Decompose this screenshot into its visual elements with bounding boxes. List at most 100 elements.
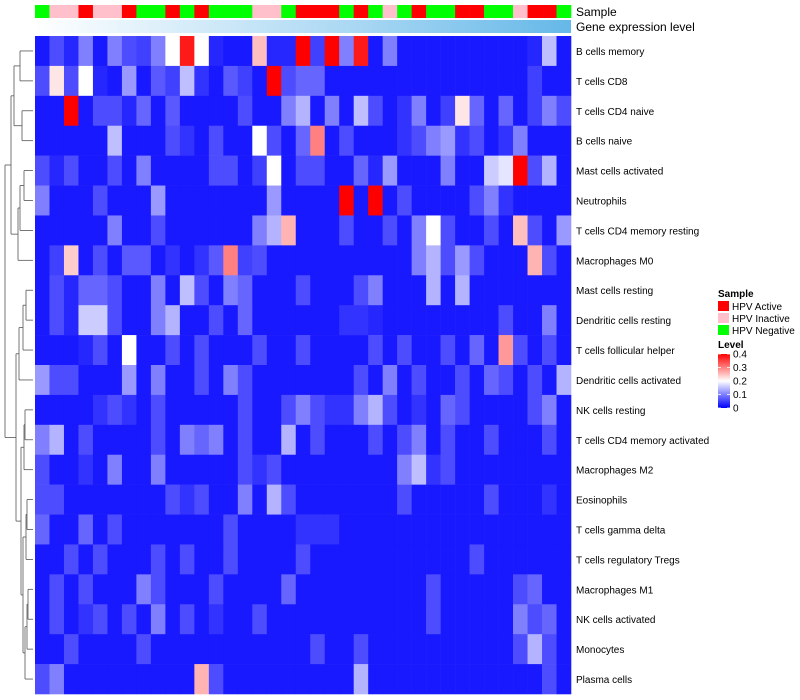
heatmap-cell [121, 365, 137, 396]
heatmap-cell [252, 544, 268, 575]
heatmap-cell [92, 36, 108, 67]
heatmap-cell [440, 664, 456, 695]
heatmap-cell [49, 634, 65, 665]
heatmap-cell [426, 335, 441, 366]
heatmap-cell [324, 365, 340, 396]
heatmap-cell [513, 125, 528, 156]
heatmap-cell [469, 305, 485, 336]
heatmap-cell [556, 544, 572, 575]
heatmap-cell [411, 305, 427, 336]
heatmap-cell [281, 365, 297, 396]
heatmap-cell [35, 305, 50, 336]
heatmap-cell [527, 95, 543, 127]
sample-annotation-cell [136, 5, 152, 18]
heatmap-cell [281, 36, 297, 67]
row-label: NK cells activated [576, 615, 655, 626]
heatmap-cell [368, 394, 383, 426]
row-label: Eosinophils [576, 496, 627, 507]
heatmap-cell [469, 604, 485, 635]
heatmap-cell [426, 65, 441, 97]
heatmap-cell [121, 604, 137, 635]
heatmap-cell [513, 664, 528, 695]
heatmap-cell [252, 275, 268, 306]
row-label: T cells regulatory Tregs [576, 555, 680, 566]
heatmap-cell [223, 664, 239, 695]
heatmap-cell [542, 634, 557, 665]
heatmap-cell [49, 215, 65, 246]
heatmap-cell [295, 574, 311, 605]
heatmap-cell [295, 155, 311, 186]
heatmap-cell [179, 65, 195, 97]
heatmap-cell [310, 95, 326, 127]
heatmap-cell [368, 305, 383, 336]
heatmap-cell [165, 95, 181, 127]
heatmap-cell [324, 454, 340, 485]
heatmap-cell [35, 335, 50, 366]
heatmap-cell [252, 484, 268, 515]
row-label: B cells naive [576, 137, 633, 148]
heatmap-cell [310, 484, 326, 515]
heatmap-cell [237, 335, 253, 366]
heatmap-cell [208, 155, 224, 186]
heatmap-cell [92, 514, 108, 545]
heatmap-cell [194, 275, 210, 306]
heatmap-cell [440, 394, 456, 426]
heatmap-cell [194, 245, 210, 276]
heatmap-cell [426, 365, 441, 396]
heatmap-cell [63, 275, 79, 306]
heatmap-cell [426, 484, 441, 515]
heatmap-cell [498, 365, 514, 396]
heatmap-cell [556, 275, 572, 306]
heatmap-cell [411, 484, 427, 515]
heatmap-cell [92, 65, 108, 97]
heatmap-cell [63, 365, 79, 396]
heatmap-cell [136, 365, 152, 396]
heatmap-cell [35, 514, 50, 545]
heatmap-cell [411, 245, 427, 276]
heatmap-cell [339, 185, 355, 216]
heatmap-cell [527, 215, 543, 246]
heatmap-cell [310, 36, 326, 67]
heatmap-cell [63, 544, 79, 575]
heatmap-cell [136, 65, 152, 97]
heatmap-cell [266, 185, 282, 216]
sample-annotation-cell [121, 5, 137, 18]
heatmap-cell [368, 365, 383, 396]
heatmap-cell [121, 275, 137, 306]
heatmap-cell [382, 275, 398, 306]
heatmap-cell [237, 125, 253, 156]
heatmap-cell [498, 275, 514, 306]
heatmap-cell [455, 634, 470, 665]
heatmap-cell [49, 484, 65, 515]
heatmap-cell [542, 125, 557, 156]
heatmap-cell [542, 185, 557, 216]
heatmap-cell [266, 275, 282, 306]
heatmap-cell [237, 245, 253, 276]
heatmap-cell [237, 574, 253, 605]
heatmap-cell [368, 215, 383, 246]
heatmap-cell [107, 95, 123, 127]
heatmap-cell [194, 664, 210, 695]
heatmap-cell [455, 454, 470, 485]
heatmap-cell [455, 65, 470, 97]
heatmap-cell [266, 95, 282, 127]
heatmap-cell [179, 335, 195, 366]
row-label: Dendritic cells resting [576, 316, 671, 327]
heatmap-cell [469, 275, 485, 306]
heatmap-cell [165, 305, 181, 336]
heatmap-cell [194, 365, 210, 396]
heatmap-cell [136, 424, 152, 456]
heatmap-cell [266, 424, 282, 456]
heatmap-cell [194, 604, 210, 635]
row-label: Mast cells activated [576, 167, 663, 178]
heatmap-cell [542, 365, 557, 396]
heatmap-cell [179, 245, 195, 276]
heatmap-cell [179, 394, 195, 426]
heatmap-cell [556, 245, 572, 276]
sample-annotation-cell [310, 5, 326, 18]
heatmap-cell [136, 664, 152, 695]
heatmap-cell [63, 514, 79, 545]
heatmap-cell [484, 514, 499, 545]
heatmap-cell [310, 335, 326, 366]
heatmap-cell [266, 604, 282, 635]
